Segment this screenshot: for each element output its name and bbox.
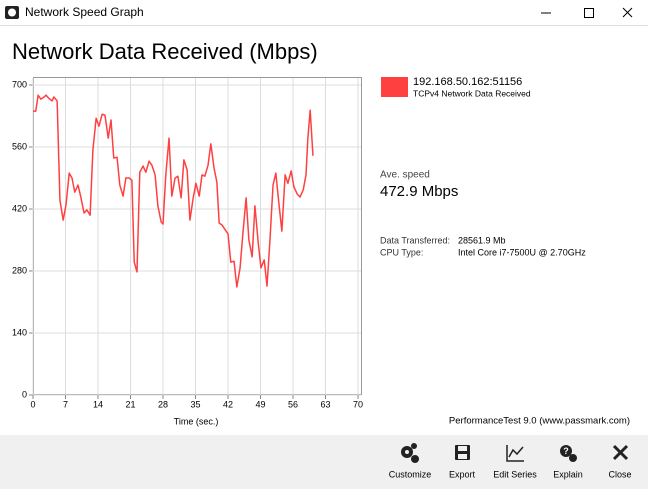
close-icon[interactable] <box>612 444 629 461</box>
x-axis-label: Time (sec.) <box>174 416 219 426</box>
y-tick-label: 560 <box>12 141 27 151</box>
legend-description: TCPv4 Network Data Received <box>413 88 531 98</box>
close-window-button[interactable] <box>622 7 633 18</box>
stat-label: Data Transferred: <box>380 235 450 245</box>
maximize-button[interactable] <box>584 8 594 18</box>
x-tick-label: 42 <box>223 399 233 409</box>
x-tick-label: 7 <box>63 399 68 409</box>
x-tick-label: 63 <box>320 399 330 409</box>
toolbar-button[interactable]: Export <box>449 469 476 479</box>
stat-label: CPU Type: <box>380 247 423 257</box>
x-tick-label: 35 <box>190 399 200 409</box>
toolbar-button[interactable]: Explain <box>553 469 583 479</box>
toolbar-button[interactable]: Edit Series <box>493 469 537 479</box>
toolbar-button[interactable]: Close <box>608 469 631 479</box>
svg-text:?: ? <box>563 446 569 456</box>
explain-icon[interactable]: ? <box>560 445 577 462</box>
stat-value: 28561.9 Mb <box>458 235 506 245</box>
plot-frame <box>33 77 362 395</box>
y-tick-label: 700 <box>12 79 27 89</box>
x-tick-label: 0 <box>30 399 35 409</box>
window-title: Network Speed Graph <box>25 5 144 19</box>
stat-value: Intel Core i7-7500U @ 2.70GHz <box>458 247 586 257</box>
ave-speed-value: 472.9 Mbps <box>380 183 458 200</box>
ave-speed-label: Ave. speed <box>380 170 430 181</box>
y-tick-label: 280 <box>12 265 27 275</box>
x-tick-label: 14 <box>93 399 103 409</box>
legend-name: 192.168.50.162:51156 <box>413 76 522 88</box>
footer: PerformanceTest 9.0 (www.passmark.com) <box>449 416 630 427</box>
app-icon <box>8 8 16 17</box>
chart-title: Network Data Received (Mbps) <box>12 39 318 64</box>
toolbar-button[interactable]: Customize <box>389 469 432 479</box>
customize-icon[interactable] <box>401 443 419 463</box>
export-icon[interactable] <box>455 445 470 460</box>
x-tick-label: 56 <box>288 399 298 409</box>
x-tick-label: 21 <box>125 399 135 409</box>
y-tick-label: 140 <box>12 327 27 337</box>
x-tick-label: 70 <box>353 399 363 409</box>
toolbar-bg <box>0 435 648 489</box>
x-tick-label: 49 <box>255 399 265 409</box>
y-tick-label: 420 <box>12 203 27 213</box>
edit-series-icon[interactable] <box>506 445 524 462</box>
data-line <box>33 94 314 288</box>
y-tick-label: 0 <box>22 389 27 399</box>
x-tick-label: 28 <box>158 399 168 409</box>
legend-swatch <box>381 77 408 97</box>
